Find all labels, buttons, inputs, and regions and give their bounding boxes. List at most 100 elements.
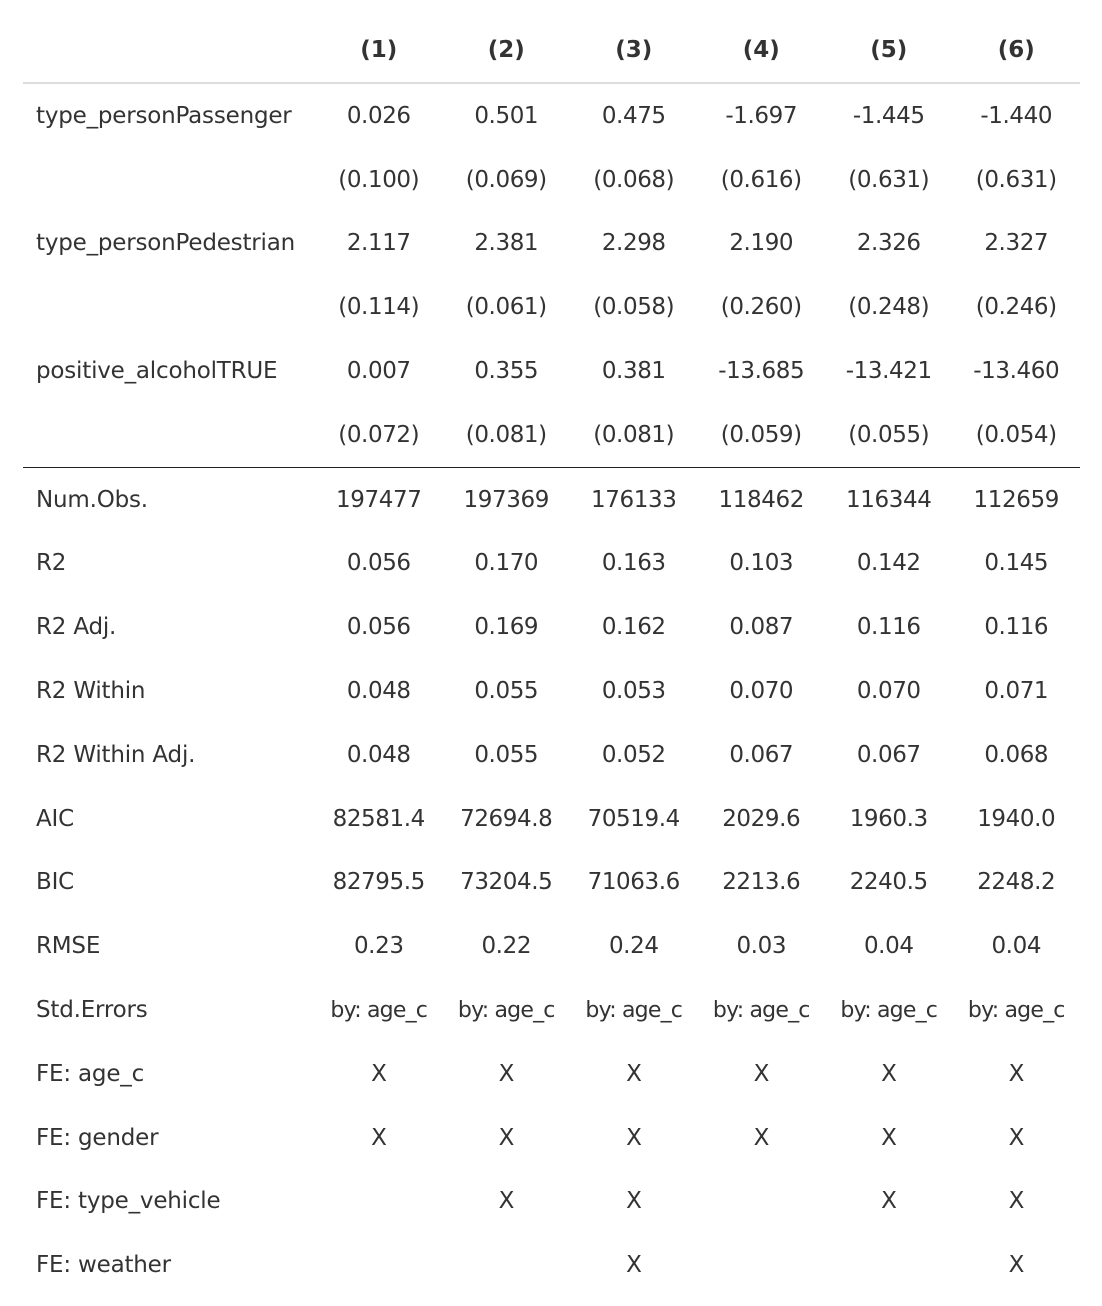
regression-table: (1) (2) (3) (4) (5) (6) type_personPasse… (23, 18, 1080, 1297)
table-cell: 0.048 (346, 741, 411, 768)
table-cell: 112659 (952, 466, 1080, 532)
header-row: (1) (2) (3) (4) (5) (6) (23, 18, 1080, 84)
table-cell: 0.145 (984, 550, 1049, 577)
table-cell: 82581.4 (332, 805, 426, 832)
table-cell (698, 1233, 826, 1297)
table-cell: 71063.6 (587, 869, 681, 896)
table-cell: 0.355 (474, 358, 539, 385)
table-cell: 0.24 (608, 933, 659, 960)
row-label: RMSE (36, 933, 101, 960)
table-cell: 2.327 (984, 230, 1049, 257)
row-label (23, 403, 315, 467)
table-cell: 0.056 (346, 550, 411, 577)
header-cell-model-1: (1) (315, 18, 443, 84)
header-cell-model-6: (6) (952, 18, 1080, 84)
table-cell: X (626, 1252, 642, 1279)
table-cell: -13.460 (973, 358, 1060, 385)
table-cell: (0.072) (338, 421, 420, 448)
table-cell: X (626, 1060, 642, 1087)
table-cell: 0.067 (729, 741, 794, 768)
coef-row: positive_alcoholTRUE 0.007 0.355 0.381 -13.6… (23, 339, 1080, 403)
table-cell: X (881, 1124, 897, 1151)
table-cell: 2.326 (856, 230, 921, 257)
table-cell: (0.631) (975, 166, 1057, 193)
row-label: R2 (36, 550, 67, 577)
table-cell: 2.117 (346, 230, 411, 257)
table-cell: 2240.5 (849, 869, 928, 896)
table-cell: X (626, 1124, 642, 1151)
table-cell: by: age_c (712, 997, 810, 1023)
gof-row: FE: age_c X X X X X X (23, 1042, 1080, 1106)
table-cell: -1.445 (852, 102, 925, 129)
table-cell: 118462 (697, 466, 825, 532)
row-label: AIC (36, 805, 74, 832)
table-cell: 0.162 (601, 614, 666, 641)
table-cell: 0.169 (474, 614, 539, 641)
table-cell: X (1008, 1188, 1025, 1215)
gof-row: FE: type_vehicle X X X X (23, 1170, 1080, 1234)
table-cell: 0.087 (729, 614, 794, 641)
table-cell: (0.248) (848, 294, 930, 321)
table-cell: 0.070 (729, 678, 794, 705)
table-cell: (0.631) (848, 166, 930, 193)
coef-row: type_personPedestrian 2.117 2.381 2.298 2.19… (23, 212, 1080, 276)
table-cell: 0.103 (729, 550, 794, 577)
table-cell (443, 1233, 571, 1297)
table-cell: 0.070 (856, 678, 921, 705)
row-label: R2 Within (36, 678, 146, 705)
table-cell: 0.053 (601, 678, 666, 705)
table-cell (698, 1170, 826, 1234)
table-cell: 0.026 (346, 102, 411, 129)
table-cell: (0.058) (593, 294, 675, 321)
gof-row: R2 Adj. 0.056 0.169 0.162 0.087 0.116 0.116 (23, 595, 1080, 659)
row-label: Std.Errors (36, 997, 148, 1024)
table-cell: by: age_c (330, 997, 428, 1023)
table-cell: 0.071 (984, 678, 1049, 705)
table-cell: 0.501 (474, 102, 539, 129)
table-cell: -1.697 (725, 102, 798, 129)
table-cell: 0.052 (601, 741, 666, 768)
table-cell: (0.246) (975, 294, 1057, 321)
table-cell: 0.056 (346, 614, 411, 641)
table-cell: X (1008, 1124, 1025, 1151)
table-cell: X (881, 1188, 897, 1215)
gof-row: R2 Within Adj. 0.048 0.055 0.052 0.067 0.067 0… (23, 723, 1080, 787)
table-body: type_personPassenger 0.026 0.501 0.475 -1.69… (23, 83, 1080, 1297)
table-cell: 0.22 (481, 933, 532, 960)
row-label: R2 Adj. (36, 614, 117, 641)
gof-row: AIC 82581.4 72694.8 70519.4 2029.6 1960.3 1940… (23, 787, 1080, 851)
table-cell: 73204.5 (460, 869, 553, 896)
table-cell: X (371, 1060, 387, 1087)
gof-row: RMSE 0.23 0.22 0.24 0.03 0.04 0.04 (23, 914, 1080, 978)
table-cell: 2.381 (474, 230, 539, 257)
table-cell: 2248.2 (977, 869, 1056, 896)
table-cell: 0.055 (474, 678, 539, 705)
table-cell: (0.114) (338, 294, 420, 321)
row-label: FE: age_c (36, 1060, 145, 1087)
table-cell: 0.116 (856, 614, 921, 641)
table-cell: 0.116 (984, 614, 1049, 641)
table-cell: X (498, 1060, 515, 1087)
row-label: FE: weather (36, 1252, 171, 1279)
table-cell: 0.048 (346, 678, 411, 705)
row-label (23, 148, 315, 212)
gof-row: FE: weather X X (23, 1233, 1080, 1297)
table-cell: 0.067 (856, 741, 921, 768)
table-cell: 0.068 (984, 741, 1049, 768)
table-cell: 176133 (570, 466, 698, 532)
header-cell-empty (23, 18, 315, 84)
table-cell: (0.260) (720, 294, 802, 321)
table-cell: 116344 (825, 466, 953, 532)
table-cell: (0.061) (465, 294, 547, 321)
header-cell-model-2: (2) (442, 18, 570, 84)
row-label: BIC (36, 869, 75, 896)
table-cell: (0.081) (465, 421, 547, 448)
table-cell: 0.142 (856, 550, 921, 577)
table-cell (825, 1233, 953, 1297)
table-cell: X (498, 1124, 515, 1151)
table-cell: (0.069) (465, 166, 547, 193)
row-label: FE: gender (36, 1124, 159, 1151)
row-label (23, 275, 315, 339)
row-label: type_personPassenger (36, 102, 292, 129)
table-cell: (0.100) (338, 166, 420, 193)
